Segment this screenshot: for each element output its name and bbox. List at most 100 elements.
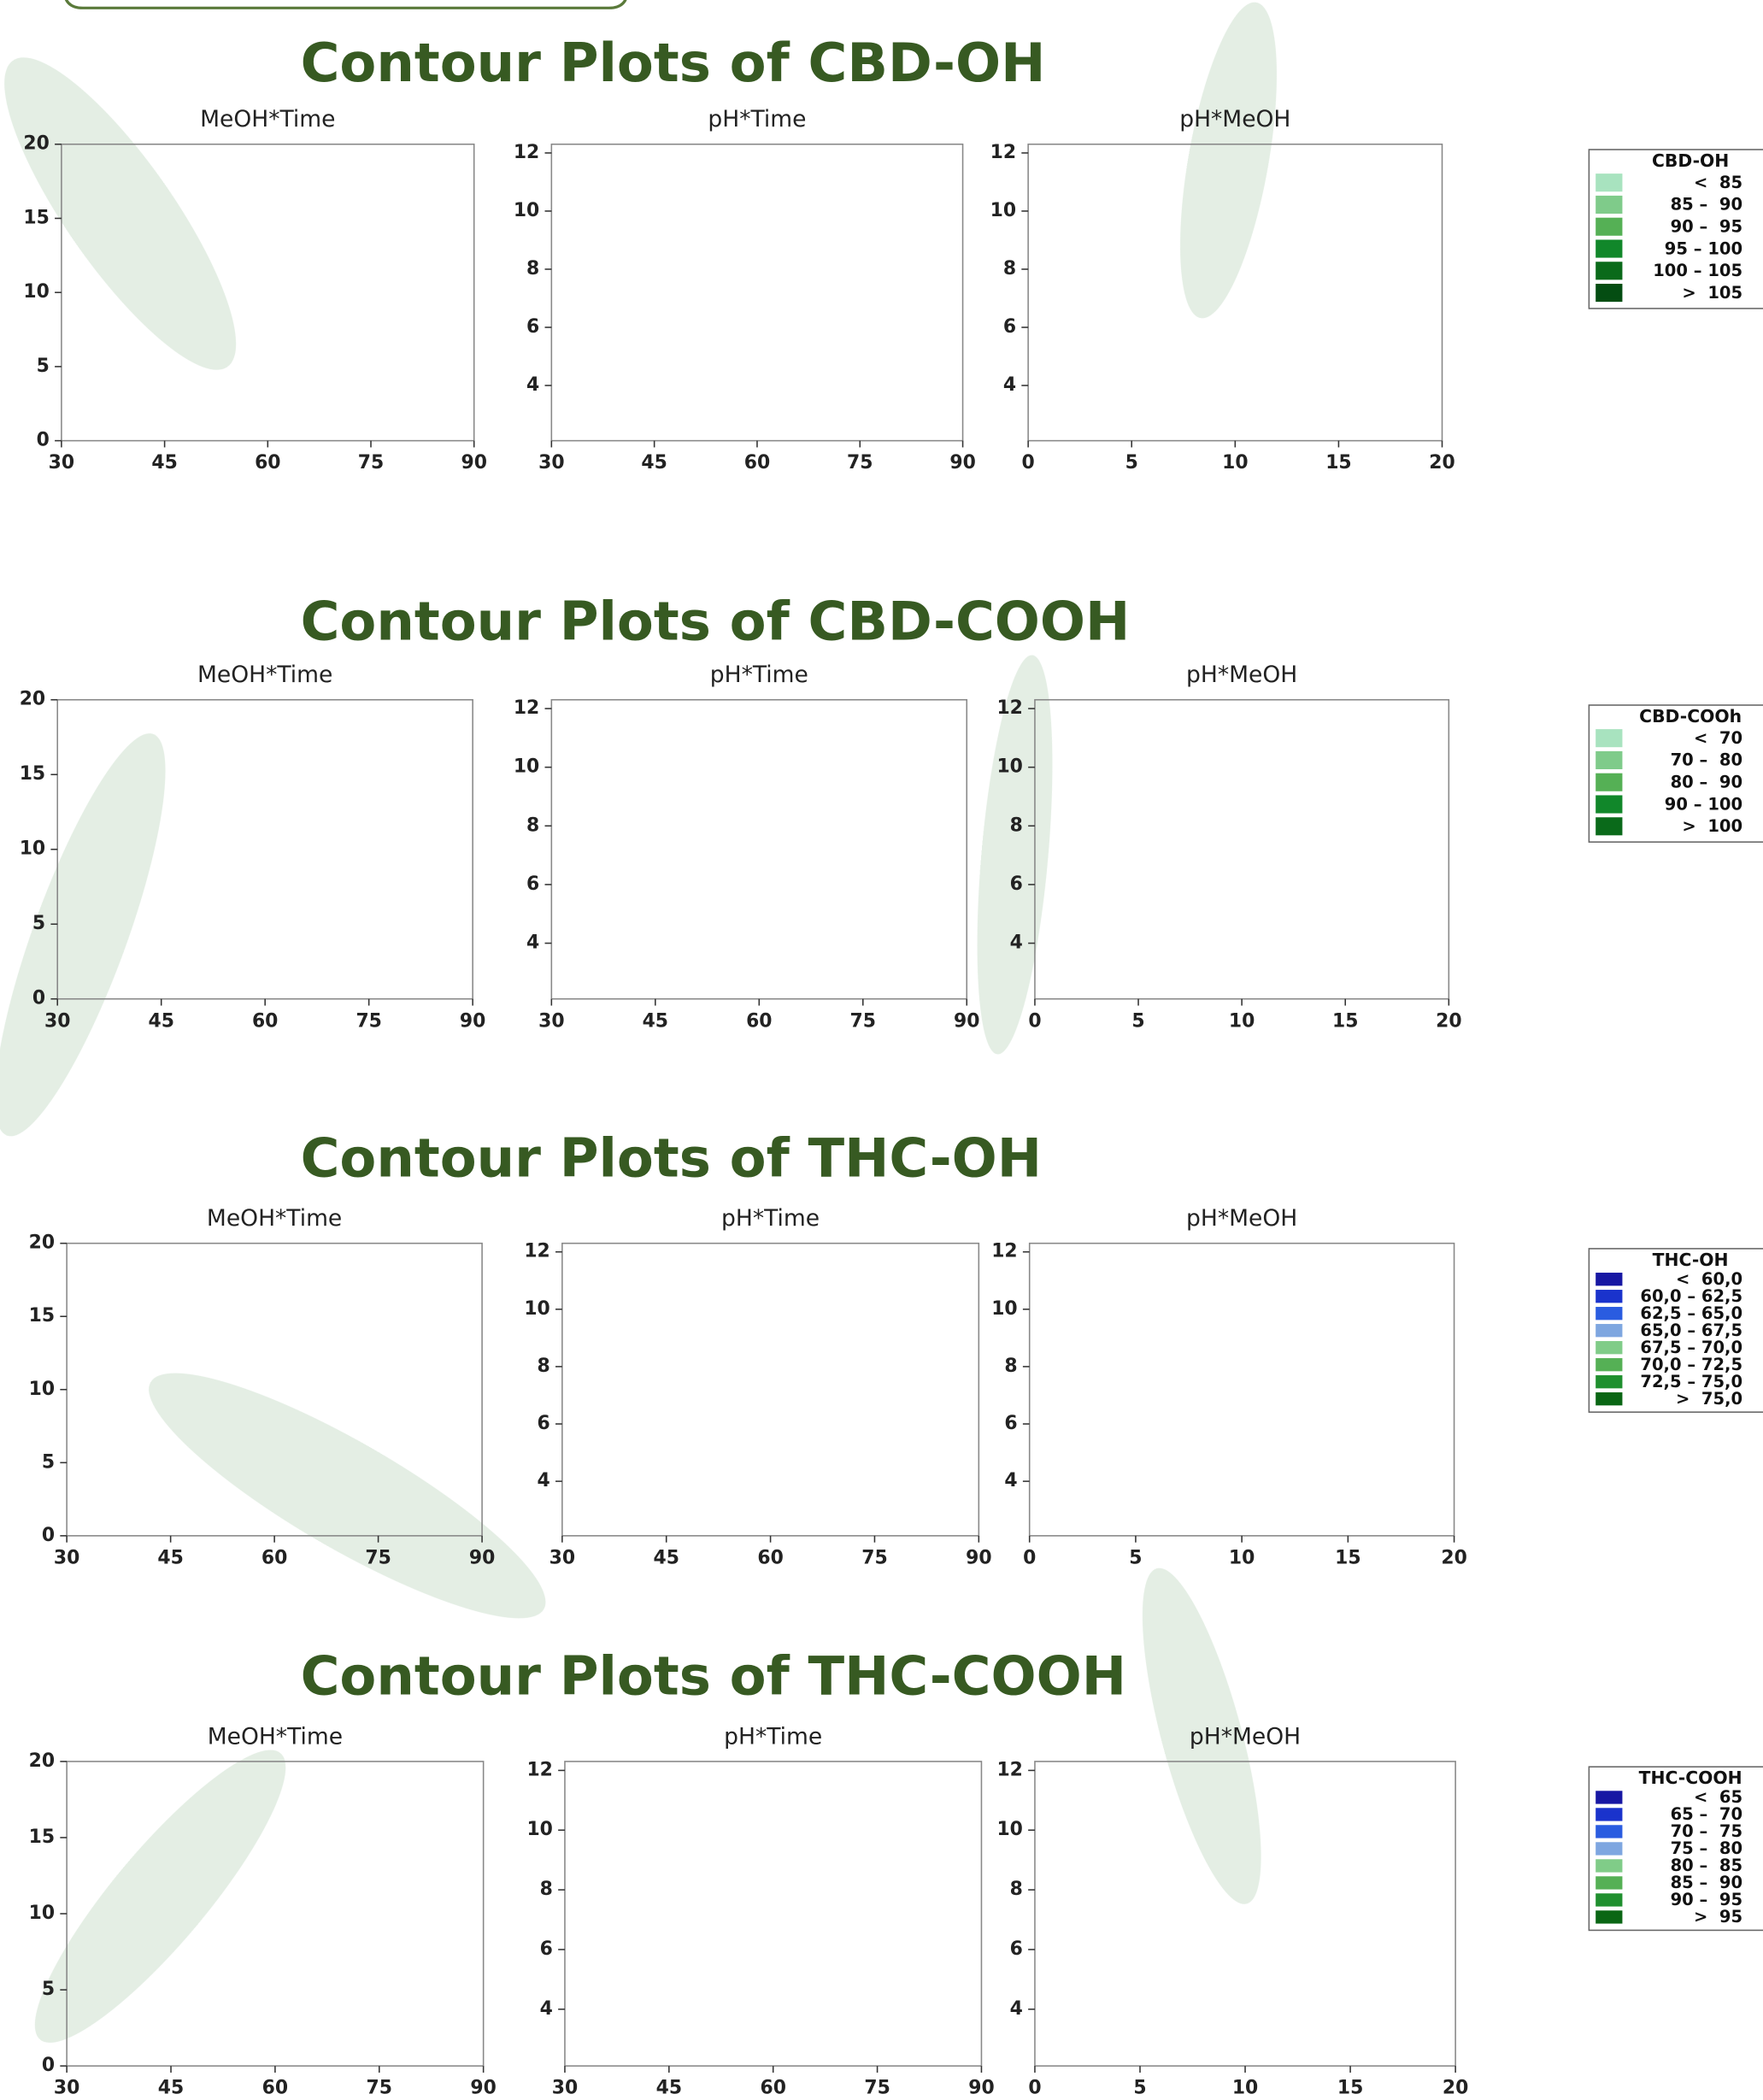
- y-tick-label: 12: [526, 1759, 552, 1780]
- contour-region: [551, 700, 967, 999]
- contour-region: [1284, 700, 1449, 760]
- legend-label: 60,0 – 62,5: [1640, 1286, 1742, 1306]
- x-tick-label: 5: [1125, 452, 1138, 474]
- contour-panel: MeOH*Time 30 45 60 75 90 0 5 10 15 20: [20, 662, 486, 1032]
- contour-region: [449, 1244, 482, 1332]
- contour-region: [602, 864, 967, 998]
- legend-label: 90 – 100: [1665, 794, 1742, 814]
- legend-label: 67,5 – 70,0: [1640, 1338, 1742, 1357]
- contour-region: [696, 1345, 978, 1535]
- y-tick-label: 15: [29, 1826, 55, 1848]
- x-tick-label: 75: [356, 1010, 381, 1032]
- legend-swatch: [1596, 1859, 1623, 1873]
- legend-swatch: [1596, 1375, 1623, 1389]
- panel-title: pH*Time: [721, 1205, 820, 1232]
- legend-swatch: [1596, 239, 1623, 258]
- x-tick-label: 10: [1232, 2078, 1258, 2099]
- y-tick-label: 12: [991, 1241, 1017, 1262]
- contour-region: [562, 1462, 604, 1536]
- contour-fill: [1030, 1244, 1454, 1536]
- contour-panel: pH*MeOH 0 5 10 15 20 4 6 8 10 12: [991, 1205, 1467, 1568]
- legend-label: 90 – 95: [1671, 217, 1742, 237]
- y-tick-label: 20: [29, 1232, 55, 1254]
- contour-region: [1114, 1244, 1454, 1390]
- plot-frame: [1028, 1242, 1455, 1537]
- legend-swatch: [1596, 1273, 1623, 1286]
- x-tick-label: 60: [252, 1010, 278, 1032]
- y-tick-label: 20: [23, 133, 49, 155]
- legend-swatch: [1596, 262, 1623, 280]
- y-tick-label: 0: [37, 430, 50, 451]
- legend: THC-OH< 60,060,0 – 62,562,5 – 65,065,0 –…: [1588, 1248, 1763, 1413]
- y-tick-label: 6: [1004, 1413, 1017, 1434]
- legend-swatch: [1596, 1290, 1623, 1303]
- contour-region: [916, 1244, 978, 1287]
- legend-swatch: [1596, 1307, 1623, 1321]
- x-tick-label: 15: [1325, 452, 1351, 474]
- legend-swatch: [1596, 1893, 1623, 1907]
- legend-label: > 95: [1694, 1907, 1742, 1926]
- y-tick-label: 4: [1010, 932, 1023, 954]
- x-tick-label: 45: [653, 1547, 679, 1568]
- contour-panel: pH*MeOH 0 5 10 15 20 4 6 8 10 12: [990, 106, 1455, 474]
- x-tick-label: 30: [538, 452, 564, 474]
- x-tick-label: 75: [365, 1547, 391, 1568]
- panel-title: MeOH*Time: [208, 1723, 343, 1750]
- x-tick-label: 30: [49, 452, 74, 474]
- x-tick-label: 0: [1023, 1547, 1036, 1568]
- x-tick-label: 20: [1443, 2078, 1468, 2099]
- x-tick-label: 30: [54, 2078, 79, 2099]
- x-tick-label: 45: [656, 2078, 682, 2099]
- contour-region: [565, 1832, 981, 2066]
- contour-region: [67, 1244, 116, 1536]
- y-tick-label: 8: [1010, 1879, 1023, 1900]
- contour-region: [1068, 700, 1449, 903]
- panel-title: pH*Time: [724, 1723, 822, 1750]
- y-tick-label: 10: [996, 1819, 1022, 1840]
- x-tick-label: 0: [1022, 452, 1035, 474]
- contour-region: [551, 700, 967, 804]
- y-tick-label: 4: [1003, 374, 1016, 396]
- panel-title: pH*Time: [710, 662, 808, 688]
- y-tick-label: 10: [996, 756, 1022, 778]
- legend-swatch: [1596, 284, 1623, 303]
- x-tick-label: 60: [744, 452, 770, 474]
- y-tick-label: 4: [1004, 1470, 1017, 1491]
- legend-label: 80 – 90: [1671, 773, 1742, 792]
- contour-region: [400, 405, 474, 441]
- plot-frame: [561, 1242, 980, 1537]
- legend-swatch: [1596, 217, 1623, 236]
- y-tick-label: 5: [42, 1979, 55, 2000]
- x-tick-label: 75: [358, 452, 384, 474]
- section-title: Contour Plots of CBD-COOH: [301, 590, 1131, 652]
- x-tick-label: 15: [1332, 1010, 1358, 1032]
- panel-title: MeOH*Time: [197, 662, 332, 688]
- x-tick-label: 0: [1028, 1010, 1041, 1032]
- x-tick-label: 20: [1429, 452, 1454, 474]
- legend-label: > 75,0: [1676, 1389, 1742, 1409]
- header-box: [65, 0, 627, 9]
- contour-region: [562, 1302, 645, 1536]
- panel-title: pH*MeOH: [1186, 662, 1297, 688]
- contour-region: [1179, 700, 1449, 834]
- legend-label: < 70: [1694, 728, 1742, 748]
- y-tick-label: 8: [540, 1879, 553, 1900]
- legend-label: < 85: [1694, 173, 1742, 192]
- legend-label: < 65: [1694, 1787, 1742, 1807]
- contour-region: [737, 144, 963, 233]
- contour-region: [812, 1454, 978, 1536]
- y-tick-label: 0: [32, 988, 45, 1009]
- legend-label: 85 – 90: [1671, 1873, 1742, 1892]
- x-tick-label: 10: [1222, 452, 1248, 474]
- x-tick-label: 30: [552, 2078, 578, 2099]
- y-tick-label: 5: [42, 1451, 55, 1473]
- y-tick-label: 20: [20, 689, 45, 710]
- legend-swatch: [1596, 1358, 1623, 1372]
- contour-panel: pH*Time 30 45 60 75 90 4 6 8 10 12: [526, 1723, 994, 2098]
- contour-region: [565, 1762, 981, 1807]
- y-tick-label: 10: [514, 200, 539, 221]
- legend-swatch: [1596, 750, 1623, 769]
